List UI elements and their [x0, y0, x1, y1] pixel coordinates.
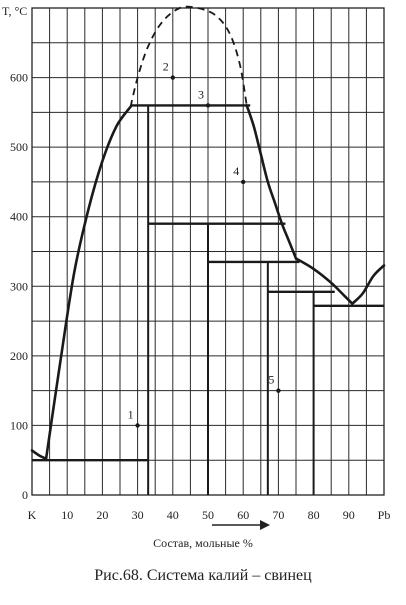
point-number-label: 4	[233, 164, 239, 178]
metastable-dome-curve	[129, 5, 248, 108]
curves	[30, 5, 386, 461]
x-tick-label: 30	[132, 508, 144, 522]
x-tick-label: 40	[167, 508, 179, 522]
x-tick-label: K	[28, 508, 37, 522]
point-number-label: 3	[198, 87, 204, 101]
point-number-label: 1	[128, 407, 134, 421]
y-tick-label: 300	[10, 279, 28, 293]
x-tick-label: 50	[202, 508, 214, 522]
figure-caption: Рис.68. Система калий – свинец	[94, 567, 312, 584]
point-number-label: 5	[268, 373, 274, 387]
liquidus-curve	[44, 105, 132, 461]
x-tick-label: 60	[237, 508, 249, 522]
composition-arrow	[212, 520, 270, 530]
y-tick-label: 0	[22, 488, 28, 502]
point-number-label: 2	[163, 60, 169, 74]
point-marker	[276, 388, 281, 393]
point-labels: 1 2 3 4 5	[128, 60, 281, 428]
liquidus-curve	[30, 449, 48, 461]
liquidus-curve	[351, 264, 386, 305]
point-marker	[135, 423, 140, 428]
y-tick-label: 400	[10, 210, 28, 224]
x-tick-label: 10	[61, 508, 73, 522]
x-tick-label: 80	[308, 508, 320, 522]
y-tick-label: 600	[10, 71, 28, 85]
point-marker	[170, 75, 175, 80]
y-tick-label: 500	[10, 140, 28, 154]
phase-lines	[32, 104, 384, 495]
tick-labels: K 10 20 30 40 50 60 70 80 90 Pb 0 100 200 300 400 500 600	[10, 71, 390, 522]
liquidus-curve	[294, 257, 354, 305]
point-marker	[205, 103, 211, 108]
x-tick-label: 20	[96, 508, 108, 522]
x-tick-label: 90	[343, 508, 355, 522]
y-tick-label: 100	[10, 418, 28, 432]
y-axis-title: T, °C	[2, 4, 28, 18]
liquidus-curve	[245, 104, 298, 260]
y-tick-label: 200	[10, 349, 28, 363]
x-tick-label: Pb	[378, 508, 391, 522]
point-marker	[241, 179, 246, 185]
x-tick-label: 70	[272, 508, 284, 522]
x-axis-title: Состав, мольные %	[153, 536, 253, 550]
